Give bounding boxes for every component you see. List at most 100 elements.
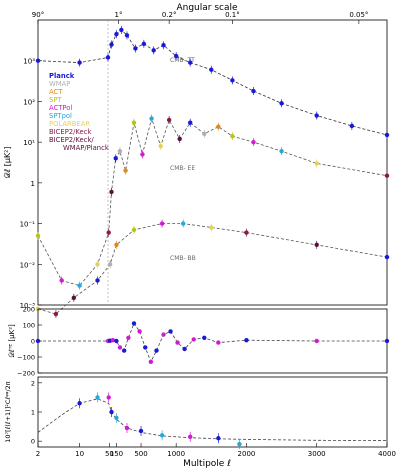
y-tick-label: 10³ — [23, 58, 35, 66]
lensing-data-point — [77, 401, 82, 406]
curve-annotation: CMB- BB — [170, 255, 196, 262]
curve-annotation: CMB- TT — [170, 57, 195, 64]
te-data-point — [314, 338, 319, 344]
data-point — [133, 46, 138, 51]
te-data-point — [202, 335, 207, 340]
lensing-theory-curve — [37, 398, 388, 441]
data-point — [251, 139, 256, 145]
top-tick-label: 90° — [32, 11, 44, 19]
data-point — [279, 148, 284, 154]
te-data-point — [175, 340, 180, 345]
te-data-point — [216, 340, 221, 345]
data-point — [95, 278, 100, 283]
data-point — [59, 278, 64, 283]
theory-curve-2 — [37, 223, 388, 315]
legend-entry: SPT — [49, 96, 62, 104]
bottom-tick-label: 500 — [134, 450, 147, 458]
te-data-point — [244, 338, 249, 343]
bottom-tick-label: 3000 — [308, 450, 326, 458]
top-tick-label: 0.1° — [225, 11, 240, 19]
te-data-point — [117, 345, 123, 350]
te-data-point — [126, 335, 131, 340]
te-y-label: 𝒟ℓᵀᴱ [μK²] — [8, 324, 16, 358]
data-point — [131, 227, 137, 233]
data-point — [141, 41, 147, 47]
data-point — [188, 120, 193, 125]
te-data-point — [154, 348, 159, 353]
data-point — [384, 173, 390, 178]
te-theory-curve — [38, 322, 387, 363]
data-point — [166, 117, 172, 123]
data-point — [119, 27, 124, 33]
data-point — [114, 242, 119, 248]
lensing-data-point — [216, 436, 221, 441]
data-point — [95, 262, 100, 267]
te-y-tick-label: 200 — [23, 306, 35, 314]
data-point — [77, 283, 82, 288]
data-point — [314, 242, 319, 248]
te-y-tick-label: −100 — [17, 354, 35, 362]
bottom-tick-label: 10 — [75, 450, 84, 458]
data-point — [177, 136, 182, 142]
data-point — [244, 230, 249, 235]
data-point — [230, 133, 235, 139]
te-data-point — [121, 348, 127, 353]
te-data-point — [168, 329, 173, 334]
te-y-tick-label: −200 — [17, 370, 35, 378]
data-point — [349, 123, 355, 129]
data-point — [202, 131, 207, 137]
y-tick-label: 10⁻¹ — [20, 221, 36, 229]
data-point — [216, 124, 221, 129]
te-data-point — [35, 338, 41, 344]
data-point — [314, 161, 319, 166]
lensing-y-label: 10⁷[ℓ(ℓ+1)]²Cℓᵠᵠ/2π — [4, 381, 12, 443]
data-point — [124, 33, 130, 38]
lensing-data-point — [124, 425, 130, 431]
te-data-point — [131, 321, 137, 326]
lensing-y-tick-label: 1 — [31, 409, 35, 417]
data-point — [140, 152, 145, 157]
te-data-point — [148, 359, 154, 364]
data-point — [35, 58, 41, 63]
data-point — [279, 101, 284, 106]
te-data-point — [182, 346, 187, 352]
legend-entry: BICEP2/Keck/ — [49, 136, 94, 144]
data-point — [158, 143, 163, 149]
main-spectrum-panel: 10⁻³ 10⁻² 10⁻¹ 1 10¹ 10² 10³ 𝒟ℓ [μK²] CMB- TT CMB… — [3, 19, 390, 319]
bottom-tick-label: 50 — [105, 450, 114, 458]
legend-entry: Planck — [49, 72, 75, 80]
data-point — [161, 43, 166, 48]
data-point — [35, 233, 41, 239]
te-data-point — [191, 337, 196, 342]
te-data-point — [161, 332, 166, 337]
te-data-point — [143, 345, 148, 350]
data-point — [314, 113, 319, 118]
te-residual-panel: −200 −100 0 100 200 𝒟ℓᵀᴱ [μK²] — [8, 306, 390, 378]
te-data-point — [137, 329, 142, 334]
data-point — [77, 60, 82, 65]
data-point — [209, 225, 214, 230]
top-tick-label: 0.05° — [349, 11, 368, 19]
bottom-tick-label: 2000 — [238, 450, 256, 458]
data-point — [53, 311, 59, 317]
y-tick-label: 10⁻² — [20, 261, 36, 269]
top-axis-title: Angular scale — [176, 3, 238, 13]
te-data-point — [384, 338, 390, 344]
data-point — [109, 189, 114, 195]
y-tick-label: 10⁻³ — [20, 302, 36, 310]
data-point — [107, 262, 113, 267]
top-tick-label: 1° — [115, 11, 123, 19]
data-point — [173, 53, 179, 59]
main-y-label: 𝒟ℓ [μK²] — [3, 146, 12, 178]
top-tick-label: 0.2° — [162, 11, 177, 19]
legend-entry: POLARBEAR — [49, 120, 90, 128]
curve-annotation: CMB- EE — [170, 165, 195, 172]
bottom-tick-label: 150 — [110, 450, 123, 458]
lensing-data-point — [188, 434, 193, 439]
data-point — [113, 156, 118, 161]
legend-entry: WMAP — [49, 80, 70, 88]
data-point — [384, 132, 390, 138]
bottom-axis-title: Multipole ℓ — [183, 459, 231, 469]
